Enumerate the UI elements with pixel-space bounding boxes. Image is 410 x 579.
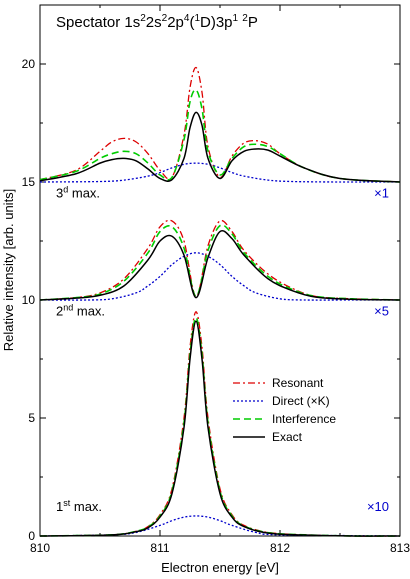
panel-scale-factor: ×5 [374, 303, 389, 318]
panel-label: 2nd max. [56, 302, 105, 318]
y-tick-label: 15 [22, 175, 36, 189]
x-tick-label: 811 [150, 541, 169, 555]
panel-label: 1st max. [56, 498, 102, 514]
panel-label: 3d max. [56, 184, 100, 200]
panel-scale-factor: ×1 [374, 185, 389, 200]
plot-frame [39, 4, 401, 537]
x-tick-label: 812 [270, 541, 290, 555]
series-line [39, 162, 401, 183]
y-axis-label: Relative intensity [arb. units] [1, 189, 16, 352]
x-tick-label: 813 [390, 541, 410, 555]
chart-title: Spectator 1s22s22p4(1D)3p1 2P [56, 13, 258, 31]
series-line [39, 311, 401, 537]
series-line [39, 219, 401, 301]
series-line [39, 66, 401, 183]
y-tick-label: 5 [28, 411, 35, 425]
x-axis-label: Electron energy [eV] [161, 560, 279, 575]
x-tick-label: 810 [30, 541, 50, 555]
series-line [39, 230, 401, 301]
series-line [39, 224, 401, 301]
y-tick-label: 20 [22, 57, 36, 71]
series-line [39, 320, 401, 537]
y-tick-label: 0 [28, 529, 35, 543]
legend-label: Resonant [272, 376, 324, 390]
series-line [39, 515, 401, 537]
legend-label: Interference [272, 412, 336, 426]
legend-label: Exact [272, 430, 303, 444]
panel-scale-factor: ×10 [367, 499, 389, 514]
y-tick-label: 10 [22, 293, 36, 307]
series-line [39, 252, 400, 301]
series-line [39, 111, 401, 183]
legend-label: Direct (×K) [272, 394, 330, 408]
series-line [39, 88, 401, 183]
